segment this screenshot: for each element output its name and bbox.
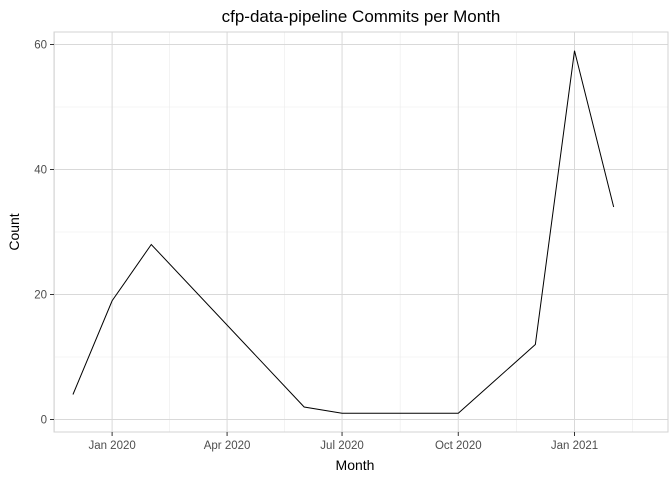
x-tick-label: Jan 2020	[88, 440, 135, 452]
x-tick-label: Jul 2020	[320, 440, 363, 452]
y-axis: 0 20 40 60	[34, 40, 54, 427]
minor-gridlines	[54, 32, 668, 432]
x-tick-label: Oct 2020	[435, 440, 482, 452]
chart-title: cfp-data-pipeline Commits per Month	[222, 7, 501, 26]
y-axis-title: Count	[6, 213, 22, 250]
y-tick-label: 60	[34, 40, 47, 52]
major-gridlines	[54, 32, 668, 432]
x-tick-label: Apr 2020	[204, 440, 251, 452]
x-tick-label: Jan 2021	[551, 440, 598, 452]
x-axis-title: Month	[336, 457, 375, 473]
series-line	[72, 50, 615, 414]
y-tick-label: 0	[41, 415, 47, 427]
y-tick-label: 20	[34, 290, 47, 302]
plot-panel-border	[53, 31, 669, 433]
series-layer	[72, 50, 615, 414]
x-axis: Jan 2020 Apr 2020 Jul 2020 Oct 2020 Jan 2021	[88, 432, 598, 452]
y-tick-label: 40	[34, 165, 47, 177]
